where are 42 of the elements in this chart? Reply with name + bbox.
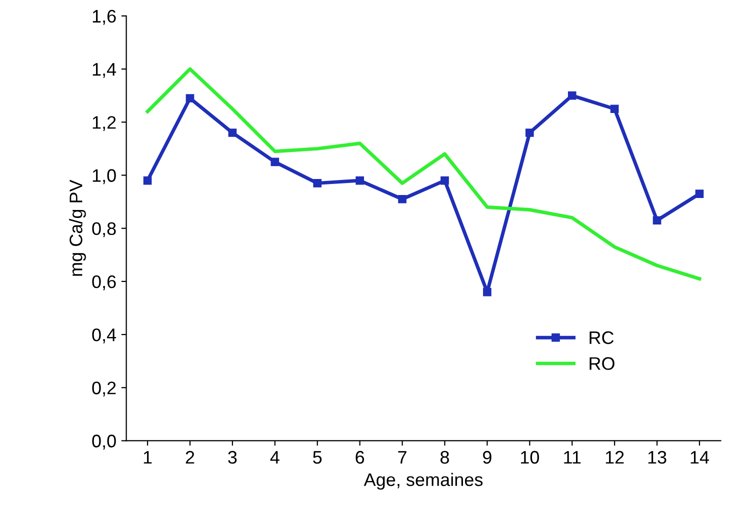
- x-tick-label: 6: [356, 450, 364, 464]
- y-tick-label: 0,2: [92, 382, 116, 396]
- point: [568, 91, 576, 100]
- point: [398, 194, 406, 204]
- x-tick-label: 2: [186, 450, 194, 464]
- legend-label: RO: [590, 357, 614, 370]
- x-tick-label: 9: [483, 450, 492, 464]
- x-tick-label: 10: [520, 450, 539, 464]
- point: [356, 176, 364, 185]
- point: [525, 128, 534, 137]
- line-series: [146, 67, 702, 281]
- y-tick-label: 1,6: [92, 10, 116, 25]
- y-tick-label: 0,4: [92, 328, 116, 344]
- x-tick-label: 11: [564, 451, 581, 464]
- y-tick-label: 1,2: [92, 116, 116, 131]
- y-tick-label: 0,6: [92, 275, 116, 290]
- legend-label: RC: [590, 331, 614, 344]
- y-tick-label: 1,4: [92, 63, 116, 78]
- x-tick-label: 12: [606, 450, 624, 464]
- point: [483, 288, 492, 296]
- point: [228, 128, 237, 137]
- point: [270, 158, 280, 166]
- y-axis-title: mg Ca/g PV: [69, 180, 86, 276]
- x-tick-label: 14: [690, 451, 709, 464]
- point: [652, 216, 662, 225]
- point: [610, 104, 619, 114]
- x-tick-label: 3: [228, 450, 237, 464]
- x-axis-title: Age, semaines: [364, 472, 483, 490]
- point: [143, 176, 152, 185]
- point: [313, 179, 322, 188]
- point: [440, 176, 449, 185]
- x-tick-label: 13: [648, 450, 666, 464]
- x-tick-label: 1: [144, 451, 152, 464]
- y-tick-label: 1,0: [92, 169, 116, 184]
- y-tick-label: 0,0: [92, 434, 116, 450]
- x-tick-label: 8: [440, 450, 449, 464]
- y-tick-label: 0,8: [92, 222, 116, 238]
- x-tick-label: 7: [398, 451, 406, 464]
- x-tick-label: 5: [313, 451, 322, 464]
- point: [186, 94, 194, 102]
- point: [695, 190, 704, 198]
- x-tick-label: 4: [270, 451, 280, 464]
